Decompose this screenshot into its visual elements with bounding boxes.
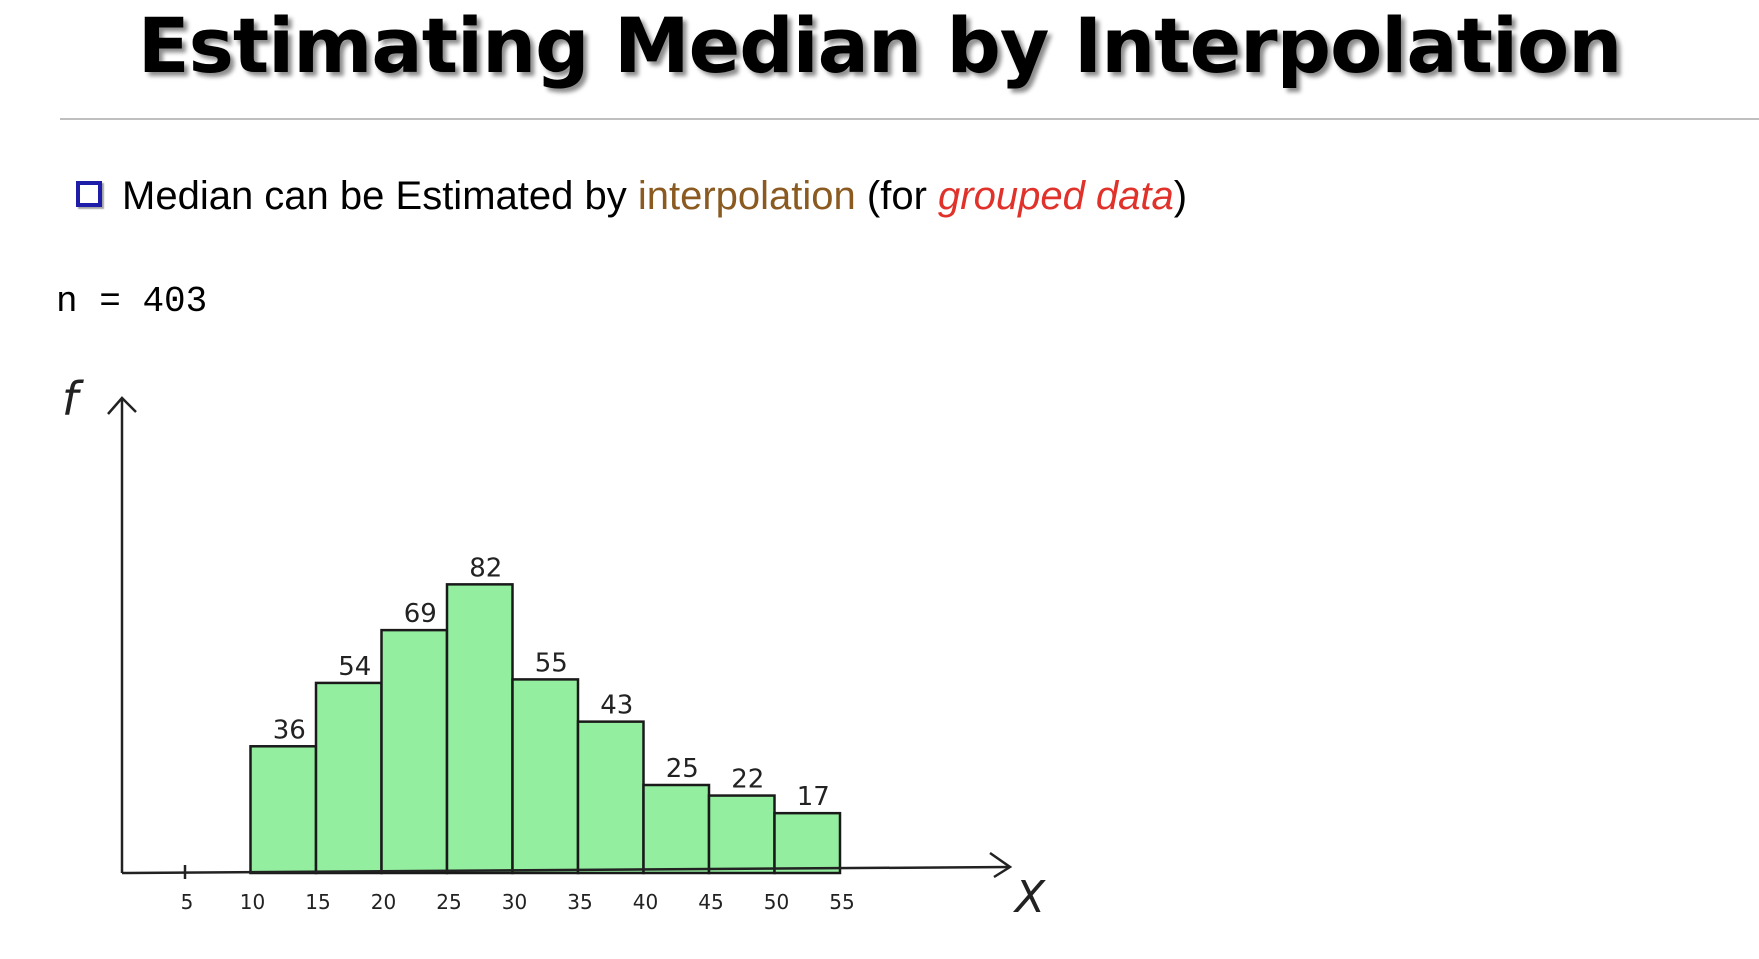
histogram-bar	[707, 794, 776, 875]
n-label: n	[56, 281, 78, 322]
x-tick-label: 20	[371, 890, 396, 914]
bullet-text-prefix: Median can be Estimated by	[122, 174, 638, 218]
x-tick-label: 30	[502, 890, 527, 914]
histogram-bar	[576, 720, 645, 875]
x-tick-label: 50	[764, 890, 789, 914]
bullet-text-suffix: )	[1173, 174, 1188, 218]
bar-value-label: 54	[338, 652, 371, 682]
title-divider	[60, 118, 1759, 120]
x-axis-arrow-icon	[989, 851, 1013, 879]
x-tick-label: 25	[436, 890, 461, 914]
bullet-text-middle: (for	[855, 174, 939, 218]
histogram-bar	[380, 628, 449, 875]
bar-value-label: 69	[404, 599, 437, 629]
x-axis-label: X	[1013, 872, 1046, 923]
bars-layer	[249, 583, 842, 875]
n-value: 403	[142, 281, 208, 322]
bar-value-label: 82	[469, 553, 502, 583]
bar-value-label: 22	[731, 765, 764, 795]
bar-value-label: 17	[797, 782, 830, 812]
x-tick-label: 55	[829, 890, 854, 914]
bar-value-label: 36	[273, 715, 306, 745]
bullet-highlight-grouped-data: grouped data	[938, 174, 1174, 218]
bar-value-label: 25	[666, 754, 699, 784]
histogram-bar	[773, 811, 842, 875]
histogram-bar	[511, 678, 580, 875]
y-axis-label: f	[62, 372, 84, 426]
histogram-chart: 36 54 69 82 55 43 25 22 17 5 10 15 20 25 30 35 40 45 50 55 f…	[62, 372, 1046, 923]
bullet-highlight-interpolation: interpolation	[637, 174, 856, 218]
histogram-bar	[642, 783, 711, 875]
x-tick-label: 10	[240, 890, 265, 914]
n-equals: =	[99, 281, 121, 322]
x-tick-label: 40	[633, 890, 658, 914]
x-tick-label: 45	[698, 890, 723, 914]
histogram-bar	[249, 745, 318, 875]
axes-layer	[107, 396, 1013, 879]
sample-size: n = 403	[56, 280, 207, 324]
histogram-bar	[445, 583, 514, 875]
labels-layer: 36 54 69 82 55 43 25 22 17 5 10 15 20 25 30 35 40 45 50 55 f…	[62, 372, 1046, 923]
x-tick-label: 15	[305, 890, 330, 914]
histogram-bar	[314, 681, 383, 875]
bullet-point: Median can be Estimated by interpolation…	[76, 168, 1187, 224]
x-tick-label: 5	[181, 890, 194, 914]
page-title: Estimating Median by Interpolation	[137, 1, 1623, 90]
bar-value-label: 43	[600, 691, 633, 721]
x-axis	[121, 865, 1011, 875]
checkbox-bullet-icon	[76, 181, 102, 208]
x-tick-label: 35	[567, 890, 592, 914]
y-axis-arrow-icon	[107, 396, 137, 415]
bar-value-label: 55	[535, 648, 568, 678]
